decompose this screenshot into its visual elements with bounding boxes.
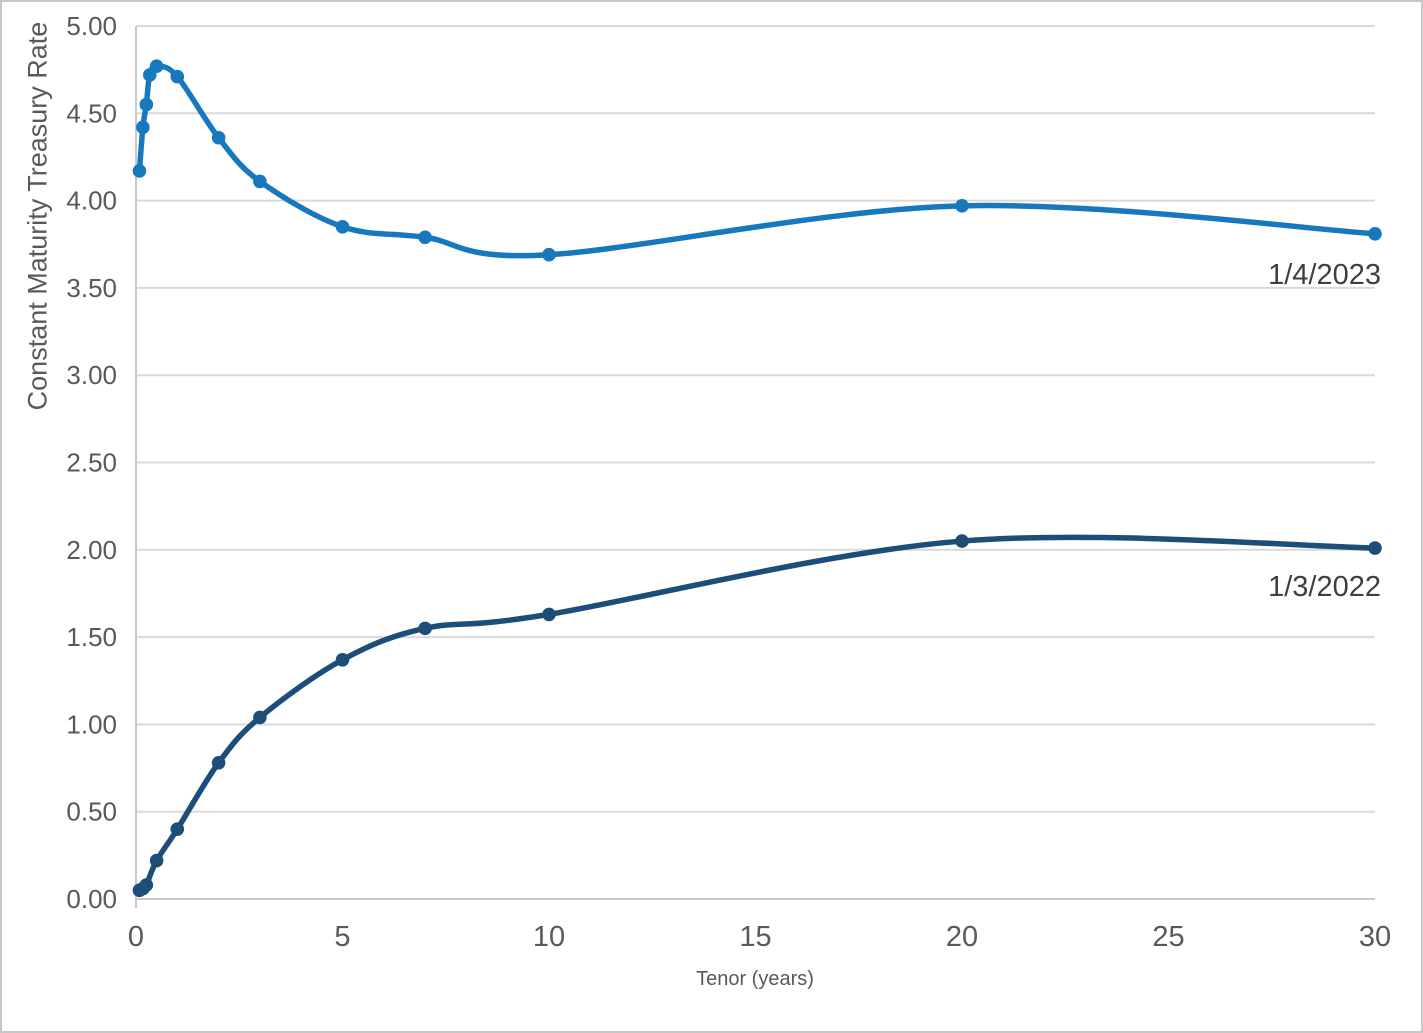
series-line — [136, 63, 1378, 259]
y-tick-label: 3.00 — [66, 360, 117, 390]
y-tick-label: 3.50 — [66, 273, 117, 303]
series-label-1-3-2022: 1/3/2022 — [1268, 571, 1381, 603]
data-point-marker — [335, 652, 350, 667]
data-point-marker — [542, 607, 556, 622]
data-point-marker — [955, 199, 969, 213]
x-tick-label: 30 — [1359, 921, 1391, 953]
series-1-3-2022 — [132, 534, 1382, 898]
gridlines — [136, 25, 1375, 900]
data-point-marker — [335, 219, 350, 234]
data-point-marker — [139, 878, 154, 892]
data-point-marker — [211, 756, 226, 770]
data-point-marker — [418, 230, 432, 245]
x-tick-label: 10 — [533, 921, 565, 953]
x-tick-labels: 0 5 10 15 20 25 30 — [128, 921, 1391, 953]
data-point-marker — [542, 247, 556, 262]
y-tick-label: 0.50 — [66, 797, 117, 827]
data-point-marker — [955, 534, 969, 548]
data-point-marker — [211, 130, 226, 145]
y-tick-label: 2.50 — [66, 448, 117, 478]
y-tick-labels: 0.00 0.50 1.00 1.50 2.00 2.50 3.00 3.50 4.00 4.50… — [66, 11, 117, 914]
data-point-marker — [253, 710, 267, 725]
data-point-marker — [136, 120, 150, 135]
series-1-4-2023 — [132, 59, 1382, 262]
x-axis-title: Tenor (years) — [696, 968, 814, 990]
data-point-marker — [139, 97, 154, 112]
data-point-marker — [1368, 541, 1382, 555]
data-point-marker — [253, 174, 267, 189]
x-tick-label: 25 — [1152, 921, 1184, 953]
y-tick-label: 2.00 — [66, 535, 117, 565]
series-line — [136, 534, 1378, 894]
y-tick-label: 4.00 — [66, 186, 117, 216]
data-point-marker — [170, 69, 185, 84]
x-tick-label: 0 — [128, 921, 144, 953]
data-point-marker — [418, 621, 432, 636]
y-tick-label: 1.00 — [66, 709, 117, 739]
data-point-marker — [170, 822, 185, 836]
data-point-marker — [149, 59, 164, 73]
y-tick-label: 5.00 — [66, 11, 117, 41]
series-label-1-4-2023: 1/4/2023 — [1268, 259, 1381, 291]
y-tick-label: 0.00 — [66, 884, 117, 914]
y-axis-title: Constant Maturity Treasury Rate — [22, 21, 53, 411]
data-point-marker — [149, 853, 164, 868]
data-point-marker — [1368, 226, 1382, 241]
y-tick-label: 1.50 — [66, 622, 117, 652]
x-tick-label: 15 — [739, 921, 771, 953]
x-tick-label: 5 — [334, 921, 350, 953]
y-tick-label: 4.50 — [66, 98, 117, 128]
x-tick-label: 20 — [946, 921, 978, 953]
data-point-marker — [132, 164, 147, 178]
